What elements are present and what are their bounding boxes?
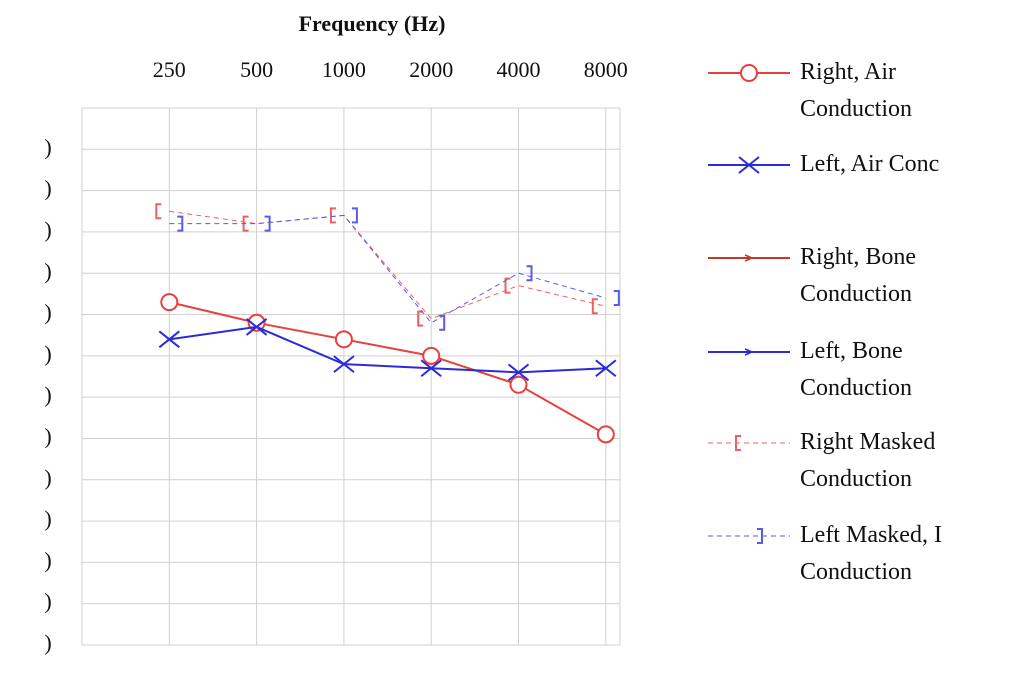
marker-arrow — [744, 348, 754, 356]
marker-bracket — [504, 277, 511, 294]
marker — [158, 330, 180, 349]
marker-bracket — [613, 290, 620, 307]
marker — [595, 359, 617, 378]
legend-label: Right, Air Conduction — [800, 59, 912, 122]
marker — [334, 330, 353, 349]
marker — [245, 318, 268, 336]
marker-bracket — [439, 314, 446, 331]
marker-circle — [334, 330, 353, 349]
marker-circle — [740, 64, 758, 82]
marker-x — [333, 355, 355, 373]
y-tick-label: ) — [44, 382, 51, 407]
marker-circle — [422, 346, 441, 365]
y-tick-label: ) — [44, 547, 51, 572]
marker-bracket — [417, 310, 424, 327]
marker-bracket — [351, 207, 358, 224]
series-line — [169, 210, 606, 320]
chart-title: Frequency (Hz) — [299, 11, 446, 36]
series-line — [169, 214, 606, 324]
series-line — [169, 325, 606, 374]
legend-label: Left Masked, I Conduction — [800, 522, 942, 585]
marker-bracket — [155, 203, 162, 220]
marker — [422, 346, 441, 365]
marker — [160, 293, 179, 312]
marker — [351, 207, 358, 224]
marker — [613, 290, 620, 307]
marker — [591, 298, 598, 315]
marker — [596, 425, 615, 444]
y-tick-label: ) — [44, 134, 51, 159]
legend-label: Left, Air Conc — [800, 151, 940, 177]
legend-label: Left, Bone Conduction — [800, 338, 912, 401]
marker — [329, 207, 336, 224]
marker — [526, 265, 533, 282]
y-tick-label: ) — [44, 630, 51, 655]
marker-x — [595, 359, 617, 378]
marker — [740, 64, 758, 82]
marker-x — [738, 156, 760, 174]
marker-bracket — [264, 215, 271, 232]
marker — [757, 528, 763, 544]
y-tick-label: ) — [44, 176, 51, 201]
x-tick-label: 1000 — [322, 57, 366, 82]
plot-frame — [81, 107, 621, 646]
marker — [439, 314, 446, 331]
y-tick-label: ) — [44, 258, 51, 283]
x-tick-label: 4000 — [497, 57, 541, 82]
y-tick-label: ) — [44, 424, 51, 449]
marker — [333, 355, 355, 373]
marker-bracket — [735, 435, 741, 451]
marker — [744, 254, 754, 262]
marker-bracket — [757, 528, 763, 544]
marker — [177, 215, 184, 232]
legend-label: Right, Bone Conduction — [800, 244, 917, 307]
legend-label: Right Masked Conduction — [800, 429, 936, 492]
y-tick-label: ) — [44, 217, 51, 242]
x-tick-label: 2000 — [409, 57, 453, 82]
marker-arrow — [744, 254, 754, 262]
marker — [507, 363, 530, 382]
marker-circle — [509, 375, 528, 394]
y-tick-label: ) — [44, 506, 51, 531]
series-line — [169, 301, 607, 436]
marker — [155, 203, 162, 220]
y-tick-label: ) — [44, 589, 51, 614]
x-tick-label: 8000 — [584, 57, 628, 82]
marker-x — [507, 363, 530, 382]
marker-bracket — [526, 265, 533, 282]
marker-bracket — [329, 207, 336, 224]
marker — [744, 348, 754, 356]
marker — [264, 215, 271, 232]
marker-x — [420, 359, 442, 378]
y-tick-label: ) — [44, 465, 51, 490]
y-tick-label: ) — [44, 341, 51, 366]
marker — [509, 375, 528, 394]
marker — [417, 310, 424, 327]
marker-x — [245, 318, 268, 336]
x-tick-label: 250 — [153, 57, 186, 82]
marker-circle — [596, 425, 615, 444]
marker — [420, 359, 442, 378]
marker-bracket — [591, 298, 598, 315]
marker — [504, 277, 511, 294]
marker-x — [158, 330, 180, 349]
y-tick-label: ) — [44, 300, 51, 325]
marker — [738, 156, 760, 174]
marker — [735, 435, 741, 451]
x-tick-label: 500 — [240, 57, 273, 82]
marker-bracket — [177, 215, 184, 232]
marker-circle — [160, 293, 179, 312]
